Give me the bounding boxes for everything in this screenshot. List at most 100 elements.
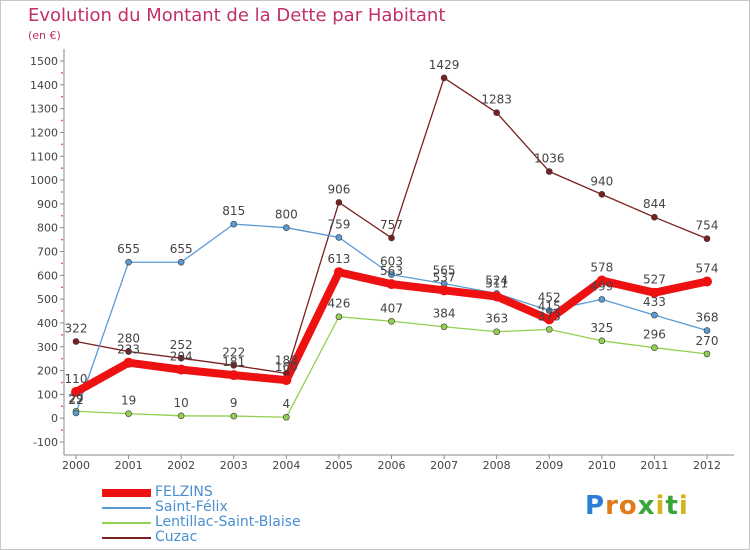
y-axis-minor-dot — [61, 286, 63, 289]
data-point — [125, 410, 132, 417]
data-point — [176, 364, 187, 375]
data-point — [125, 348, 132, 355]
y-tick-label: 1100 — [30, 150, 58, 163]
logo-letter: P — [585, 491, 606, 521]
data-label: 565 — [433, 264, 456, 278]
x-tick-label: 2011 — [640, 459, 668, 472]
x-tick-label: 2007 — [430, 459, 458, 472]
data-point — [388, 271, 395, 278]
data-point — [440, 74, 448, 82]
data-label: 800 — [275, 208, 298, 222]
data-label: 373 — [538, 309, 561, 323]
x-tick-label: 2003 — [220, 459, 248, 472]
y-tick-label: 200 — [37, 365, 58, 378]
data-label: 1429 — [429, 58, 460, 72]
data-point — [703, 235, 711, 242]
y-axis-minor-dot — [61, 191, 63, 193]
y-axis-minor-dot — [61, 310, 63, 312]
y-axis-minor-dot — [61, 167, 63, 170]
data-label: 280 — [117, 332, 140, 346]
data-point — [544, 314, 555, 325]
data-point — [230, 412, 238, 420]
logo-letter: i — [678, 491, 689, 521]
logo-letter: o — [618, 491, 638, 521]
y-tick-label: -100 — [33, 436, 58, 449]
data-point — [439, 285, 450, 296]
data-point — [281, 375, 292, 386]
data-point — [230, 362, 238, 369]
data-label: 363 — [485, 312, 508, 326]
x-tick-label: 2012 — [693, 459, 721, 472]
data-label: 613 — [327, 252, 350, 266]
data-label: 415 — [538, 299, 561, 313]
y-axis-minor-dot — [61, 119, 63, 122]
data-point — [333, 267, 344, 278]
data-point — [703, 350, 711, 358]
y-tick-label: 700 — [37, 246, 58, 259]
y-axis-minor-dot — [61, 262, 63, 265]
x-tick-label: 2010 — [588, 459, 616, 472]
y-tick-label: 1000 — [30, 174, 58, 187]
data-point — [230, 220, 238, 228]
data-point — [283, 224, 290, 231]
data-point — [491, 291, 502, 302]
data-label: 815 — [222, 204, 245, 218]
data-point — [71, 386, 81, 397]
data-label: 452 — [538, 291, 561, 305]
y-tick-label: 300 — [37, 341, 58, 354]
data-label: 655 — [117, 242, 140, 256]
data-point — [388, 234, 395, 242]
data-label: 759 — [327, 217, 350, 231]
data-label: 563 — [380, 264, 403, 278]
data-label: 844 — [643, 197, 666, 211]
legend-label: Saint-Félix — [155, 499, 228, 515]
y-tick-label: 800 — [37, 222, 58, 235]
data-label: 325 — [590, 321, 613, 335]
data-label: 426 — [327, 297, 350, 311]
data-label: 368 — [696, 311, 719, 325]
y-axis-minor-dot — [61, 333, 63, 336]
data-point — [335, 199, 343, 206]
logo-letter: i — [655, 491, 666, 521]
y-axis-minor-dot — [61, 72, 63, 74]
data-label: 1036 — [534, 151, 565, 165]
data-point — [545, 168, 553, 175]
data-point — [335, 313, 343, 321]
y-axis-minor-dot — [61, 381, 63, 384]
data-label: 527 — [643, 273, 666, 287]
x-tick-label: 2005 — [325, 459, 353, 472]
data-label: 19 — [121, 394, 136, 408]
data-point — [651, 344, 658, 352]
data-label: 22 — [68, 393, 83, 407]
y-axis-minor-dot — [61, 214, 63, 217]
y-tick-label: 900 — [37, 198, 58, 211]
data-point — [72, 338, 80, 345]
data-point — [703, 327, 711, 334]
x-tick-label: 2001 — [115, 459, 143, 472]
data-label: 940 — [590, 174, 613, 188]
data-label: 603 — [380, 255, 403, 269]
y-tick-label: 0 — [51, 412, 58, 425]
x-tick-label: 2008 — [483, 459, 511, 472]
legend-label: Cuzac — [155, 529, 198, 545]
data-label: 270 — [696, 334, 719, 348]
data-point — [125, 258, 132, 266]
data-point — [598, 296, 606, 303]
data-point — [228, 370, 239, 381]
y-axis-minor-dot — [61, 357, 63, 360]
data-label: 10 — [174, 396, 189, 410]
y-axis-minor-dot — [61, 143, 63, 146]
data-label: 499 — [590, 279, 613, 293]
x-tick-label: 2000 — [62, 459, 90, 472]
data-point — [440, 323, 448, 331]
logo-letter: r — [605, 491, 619, 521]
data-label: 524 — [485, 273, 508, 287]
data-label: 433 — [643, 295, 666, 309]
data-label: 511 — [485, 277, 508, 291]
data-point — [177, 354, 185, 362]
logo-letter: x — [637, 491, 656, 521]
y-tick-label: 100 — [37, 388, 58, 401]
legend-label: Lentillac-Saint-Blaise — [155, 514, 301, 530]
data-label: 537 — [433, 270, 456, 284]
